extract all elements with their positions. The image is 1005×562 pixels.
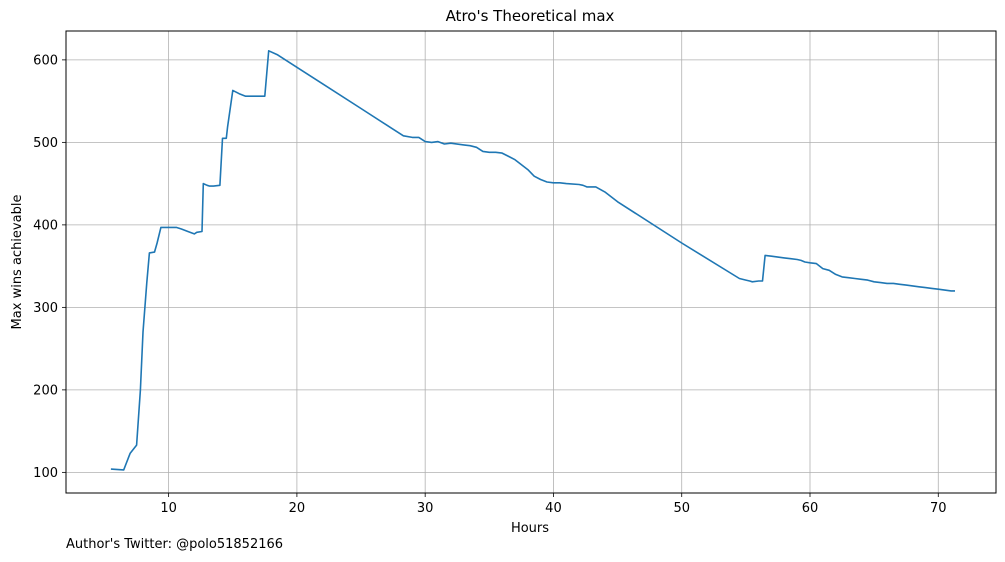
y-tick-label: 400 <box>33 218 58 233</box>
series-line <box>110 50 955 471</box>
y-tick-label: 500 <box>33 136 58 151</box>
y-tick-label: 100 <box>33 466 58 481</box>
x-tick-label: 10 <box>160 501 177 516</box>
author-credit: Author's Twitter: @polo51852166 <box>66 537 284 552</box>
y-tick-label: 600 <box>33 53 58 68</box>
y-tick-label: 200 <box>33 383 58 398</box>
y-axis-label: Max wins achievable <box>10 195 25 330</box>
y-axis-ticks: 100 200 300 400 500 600 <box>33 53 66 481</box>
x-axis-label: Hours <box>511 521 549 536</box>
chart-title: Atro's Theoretical max <box>446 7 615 25</box>
x-tick-label: 40 <box>545 501 562 516</box>
x-tick-label: 50 <box>673 501 690 516</box>
x-tick-label: 30 <box>417 501 434 516</box>
grid-lines <box>66 31 996 493</box>
y-tick-label: 300 <box>33 301 58 316</box>
x-tick-label: 20 <box>289 501 306 516</box>
x-tick-label: 70 <box>930 501 947 516</box>
x-tick-label: 60 <box>802 501 819 516</box>
plot-frame <box>65 30 997 494</box>
x-axis-ticks: 10 20 30 40 50 60 70 <box>160 493 947 516</box>
